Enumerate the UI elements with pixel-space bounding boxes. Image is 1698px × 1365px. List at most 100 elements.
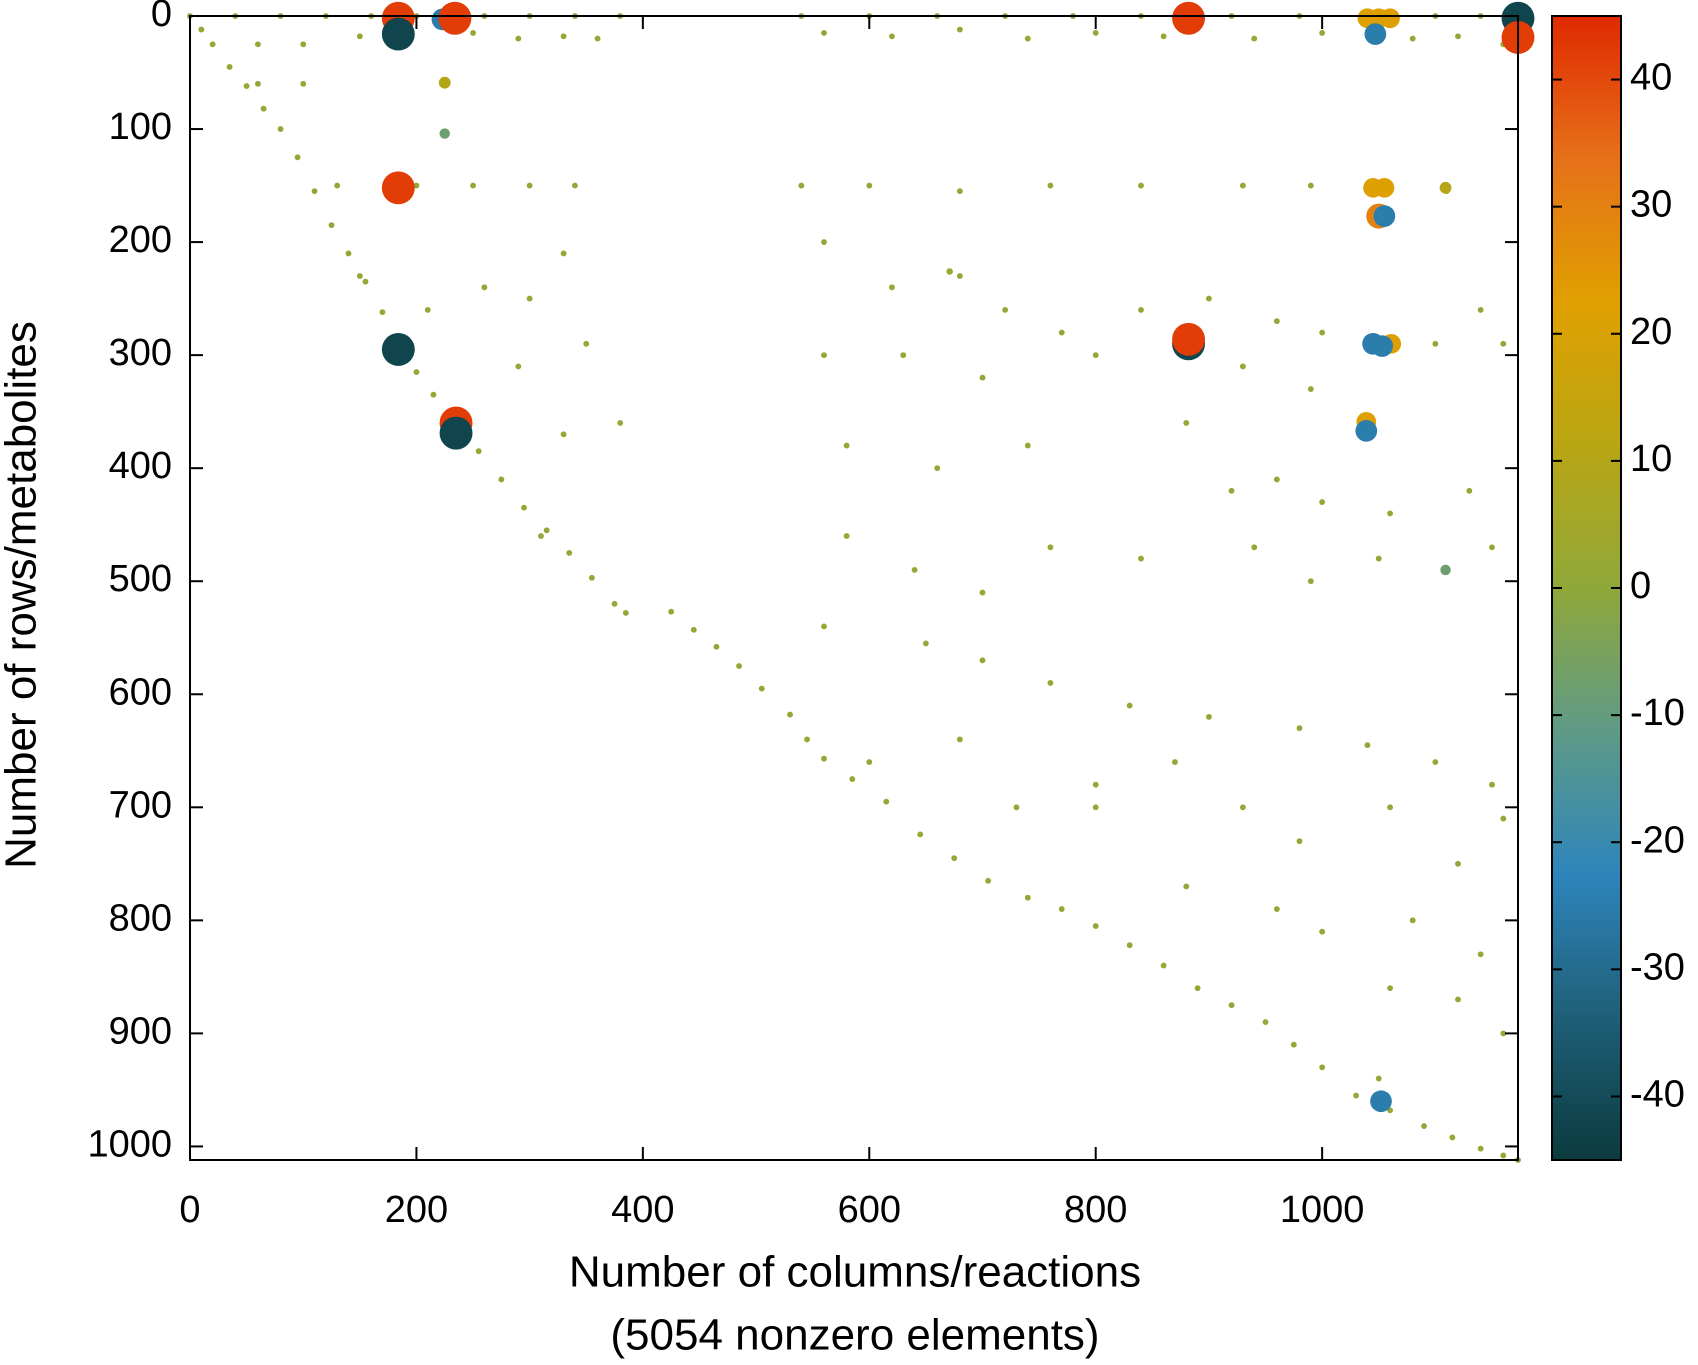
nonzero-element bbox=[1251, 35, 1258, 42]
nonzero-element bbox=[481, 284, 488, 291]
nonzero-element bbox=[260, 105, 267, 112]
nonzero-element bbox=[1477, 951, 1484, 958]
nonzero-element bbox=[1126, 702, 1133, 709]
nonzero-element bbox=[1307, 386, 1314, 392]
nonzero-element bbox=[888, 284, 895, 291]
nonzero-element bbox=[1455, 996, 1461, 1003]
nonzero-element bbox=[951, 855, 958, 862]
nonzero-element bbox=[1024, 35, 1031, 42]
nonzero-element bbox=[979, 374, 986, 381]
nonzero-element bbox=[1047, 182, 1054, 189]
nonzero-element bbox=[356, 273, 363, 279]
nonzero-element bbox=[888, 33, 895, 40]
nonzero-element bbox=[1138, 182, 1144, 189]
nonzero-element bbox=[1409, 917, 1416, 924]
colorbar-tick-label: 40 bbox=[1630, 57, 1672, 99]
nonzero-element bbox=[1138, 306, 1144, 313]
nonzero-element bbox=[430, 391, 437, 398]
nonzero-element bbox=[1380, 8, 1400, 29]
nonzero-element bbox=[1047, 544, 1054, 551]
colorbar-tick-label: -10 bbox=[1630, 692, 1685, 734]
nonzero-element bbox=[979, 589, 986, 596]
nonzero-element bbox=[571, 182, 578, 189]
nonzero-element bbox=[1455, 33, 1461, 40]
y-tick-label: 800 bbox=[109, 897, 172, 939]
nonzero-element bbox=[1421, 1123, 1427, 1130]
colorbar bbox=[1551, 15, 1622, 1161]
y-tick-label: 100 bbox=[109, 106, 172, 148]
nonzero-element bbox=[209, 41, 216, 48]
nonzero-element bbox=[381, 17, 415, 51]
nonzero-element bbox=[1183, 883, 1190, 890]
nonzero-element bbox=[1205, 713, 1212, 720]
nonzero-element bbox=[787, 711, 793, 718]
nonzero-element bbox=[521, 504, 527, 511]
nonzero-element bbox=[424, 306, 431, 313]
x-tick-label: 600 bbox=[838, 1189, 901, 1231]
nonzero-element bbox=[1172, 322, 1206, 356]
nonzero-element bbox=[946, 268, 953, 275]
colorbar-tick-label: -30 bbox=[1630, 946, 1685, 988]
nonzero-element bbox=[956, 26, 963, 33]
nonzero-element bbox=[1489, 544, 1495, 551]
nonzero-element bbox=[1205, 295, 1212, 302]
nonzero-element bbox=[1160, 33, 1167, 40]
nonzero-element bbox=[1477, 306, 1484, 313]
nonzero-element bbox=[475, 448, 482, 455]
nonzero-element bbox=[470, 182, 476, 189]
nonzero-element bbox=[1092, 804, 1099, 811]
nonzero-element bbox=[1307, 578, 1314, 585]
nonzero-element bbox=[843, 442, 850, 449]
colorbar-tick-label: -20 bbox=[1630, 819, 1685, 861]
nonzero-element bbox=[594, 35, 601, 42]
nonzero-element bbox=[956, 273, 963, 279]
nonzero-element bbox=[1387, 804, 1393, 811]
nonzero-element bbox=[1228, 1002, 1235, 1009]
x-tick-label: 1000 bbox=[1280, 1189, 1365, 1231]
nonzero-element bbox=[1307, 182, 1314, 189]
nonzero-element bbox=[356, 33, 363, 40]
nonzero-element bbox=[736, 663, 743, 669]
nonzero-element bbox=[1432, 340, 1439, 347]
nonzero-element bbox=[934, 465, 941, 472]
nonzero-element bbox=[821, 239, 827, 246]
nonzero-element bbox=[498, 476, 505, 483]
nonzero-element bbox=[1364, 742, 1371, 749]
x-axis-label-2: (5054 nonzero elements) bbox=[610, 1311, 1099, 1360]
y-tick-label: 300 bbox=[109, 332, 172, 374]
colorbar-tick-label: 10 bbox=[1630, 438, 1672, 480]
nonzero-element bbox=[560, 33, 567, 40]
nonzero-element bbox=[277, 126, 284, 132]
nonzero-element bbox=[1477, 1145, 1484, 1152]
nonzero-element bbox=[300, 41, 307, 48]
nonzero-element bbox=[526, 182, 533, 189]
nonzero-element bbox=[1002, 306, 1009, 313]
nonzero-element bbox=[956, 736, 963, 743]
x-tick-label: 200 bbox=[385, 1189, 448, 1231]
nonzero-element bbox=[1355, 420, 1378, 442]
nonzero-element bbox=[381, 333, 415, 366]
nonzero-element bbox=[198, 26, 205, 33]
nonzero-element bbox=[560, 250, 567, 257]
nonzero-element bbox=[362, 278, 369, 285]
nonzero-element bbox=[1319, 329, 1326, 336]
nonzero-element bbox=[1449, 1134, 1456, 1141]
nonzero-element bbox=[1319, 1064, 1326, 1071]
x-tick-label: 400 bbox=[611, 1189, 674, 1231]
nonzero-element bbox=[1375, 1075, 1382, 1082]
nonzero-element bbox=[1273, 476, 1280, 483]
nonzero-element bbox=[1058, 906, 1065, 912]
nonzero-element bbox=[515, 35, 522, 42]
nonzero-element bbox=[438, 1, 472, 35]
nonzero-element bbox=[1296, 725, 1303, 732]
nonzero-element bbox=[1374, 177, 1395, 198]
nonzero-element bbox=[588, 574, 595, 581]
nonzero-element bbox=[866, 759, 873, 766]
nonzero-element bbox=[900, 352, 907, 359]
nonzero-element bbox=[1319, 928, 1326, 935]
x-tick-label: 0 bbox=[179, 1189, 200, 1231]
nonzero-element bbox=[611, 600, 618, 607]
nonzero-element bbox=[1047, 680, 1054, 686]
nonzero-element bbox=[438, 76, 451, 89]
nonzero-element bbox=[821, 623, 827, 630]
